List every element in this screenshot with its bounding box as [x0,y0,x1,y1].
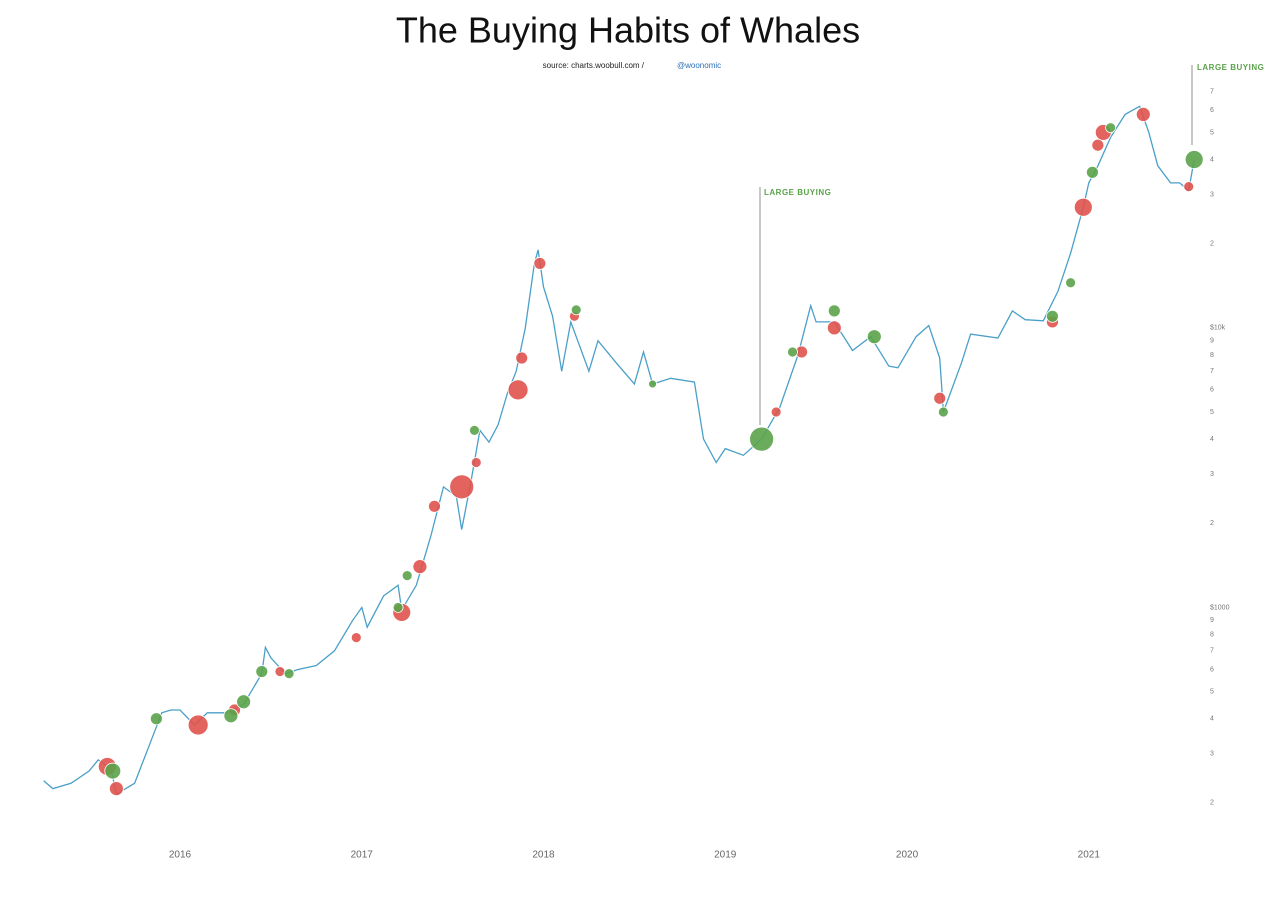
x-tick-label: 2016 [169,850,192,861]
whale-bubble [749,426,775,452]
whale-bubble [937,406,949,418]
y-tick-label: $10k [1210,325,1226,332]
whale-bubble [1065,277,1076,289]
whale-bubble [1135,107,1151,122]
price-line [43,105,1195,796]
y-tick-label: 6 [1210,387,1214,394]
y-tick-label: 7 [1210,88,1214,95]
y-tick-label: 2 [1210,800,1214,807]
handle[interactable]: @woonomic [677,61,721,70]
whale-bubble [104,762,122,780]
whale-bubble [1091,138,1105,152]
whale-bubble [1073,197,1093,217]
whale-bubble [787,346,798,358]
whale-bubble [1105,122,1116,134]
annotation: LARGE BUYING [764,188,831,197]
whale-bubble [507,379,529,401]
x-tick-label: 2019 [714,850,737,861]
y-tick-label: 4 [1210,436,1214,443]
whale-bubble [350,632,362,644]
x-tick-label: 2021 [1078,850,1101,861]
whale-bubble [827,304,841,318]
y-tick-label: 2 [1210,241,1214,248]
whale-bubble [428,499,441,513]
y-tick-label: 6 [1210,107,1214,114]
y-tick-label: 8 [1210,352,1214,359]
whale-bubble [223,708,239,724]
x-tick-label: 2018 [532,850,555,861]
whale-bubble [770,406,782,418]
whale-bubble [826,320,842,336]
y-tick-label: 5 [1210,409,1214,416]
source: source: charts.woobull.com / [543,61,645,70]
x-tick-label: 2020 [896,850,919,861]
annotation: LARGE BUYING [1197,63,1264,72]
whale-bubble [236,694,252,710]
whale-bubble [187,714,209,736]
whale-bubble [570,304,582,316]
y-tick-label: 3 [1210,471,1214,478]
whale-bubble [255,665,269,678]
y-tick-label: 4 [1210,156,1214,163]
whale-bubble [866,329,882,345]
whale-bubble [469,424,480,436]
whale-bubble [412,559,428,575]
whale-bubble [401,570,413,582]
y-tick-label: 7 [1210,368,1214,375]
y-tick-label: 4 [1210,716,1214,723]
whale-bubble [1183,181,1195,193]
whale-bubble [648,379,657,389]
x-tick-label: 2017 [351,850,374,861]
y-tick-label: 5 [1210,129,1214,136]
whale-bubble [1184,150,1204,169]
y-tick-label: 7 [1210,648,1214,655]
chart-title: The Buying Habits of Whales [396,10,860,51]
y-tick-label: 8 [1210,631,1214,638]
y-tick-label: 3 [1210,751,1214,758]
whale-bubble [392,602,404,613]
y-tick-label: 9 [1210,617,1214,624]
whale-bubble [1086,165,1099,179]
whale-bubble [283,668,295,680]
whale-bubble [933,391,947,405]
y-tick-label: 3 [1210,191,1214,198]
y-tick-label: 2 [1210,520,1214,527]
whale-bubble [149,712,163,726]
y-tick-label: $1000 [1210,604,1230,611]
whale-bubble [533,257,547,270]
whale-bubble [470,457,482,468]
whale-bubble [274,666,286,677]
y-tick-label: 6 [1210,666,1214,673]
y-tick-label: 9 [1210,338,1214,345]
whale-bubble [449,474,475,500]
whale-bubble [108,781,124,797]
whale-bubble [515,351,529,365]
y-tick-label: 5 [1210,688,1214,695]
whale-bubble [1046,309,1059,323]
